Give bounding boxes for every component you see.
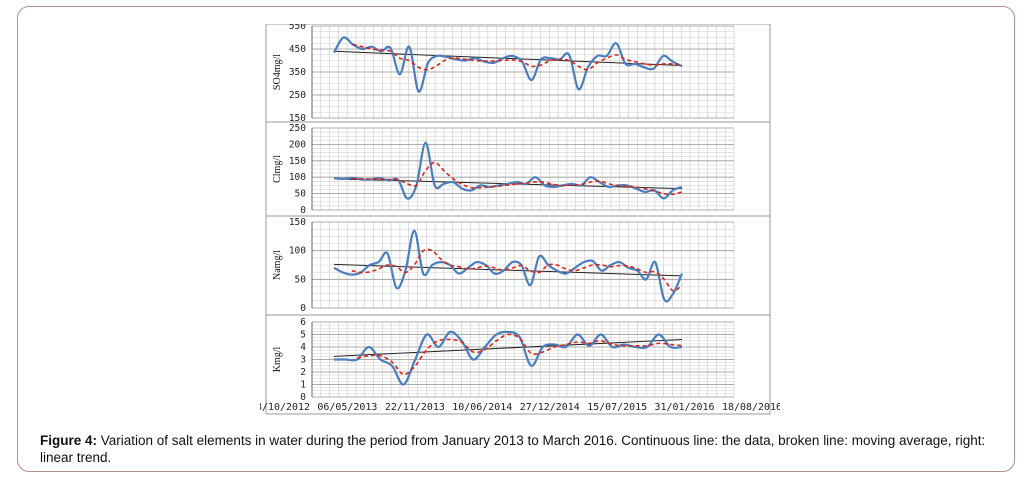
moving-average-line bbox=[351, 248, 683, 292]
x-tick-label: 10/06/2014 bbox=[452, 402, 512, 413]
x-tick-label: 18/10/2012 bbox=[260, 402, 310, 413]
x-tick-label: 22/11/2013 bbox=[385, 402, 445, 413]
salt-elements-figure: 150250350450550SO4mg/l050100150200250Clm… bbox=[260, 24, 780, 415]
x-tick-label: 06/05/2013 bbox=[317, 402, 377, 413]
y-tick-label: 50 bbox=[295, 189, 307, 200]
y-axis-label: Kmg/l bbox=[272, 347, 283, 373]
y-tick-label: 550 bbox=[289, 24, 306, 32]
y-tick-label: 2 bbox=[300, 367, 306, 378]
x-tick-label: 15/07/2015 bbox=[587, 402, 647, 413]
x-tick-label: 18/08/2016 bbox=[722, 402, 780, 413]
data-line bbox=[333, 141, 683, 200]
trend-line bbox=[333, 50, 683, 67]
panel-2: 0 50 100 150 200 250 Clmg/l bbox=[272, 123, 735, 216]
x-tick-label: 31/01/2016 bbox=[655, 402, 715, 413]
y-tick-label: 250 bbox=[289, 123, 306, 134]
y-tick-label: 450 bbox=[289, 44, 306, 55]
y-tick-label: 100 bbox=[289, 246, 306, 257]
y-tick-label: 200 bbox=[289, 139, 306, 150]
moving-average-line bbox=[352, 43, 683, 71]
data-line bbox=[333, 229, 684, 303]
y-tick-label: 150 bbox=[289, 156, 306, 167]
y-tick-label: 100 bbox=[289, 172, 306, 183]
y-tick-label: 1 bbox=[300, 380, 306, 391]
y-tick-label: 250 bbox=[289, 90, 306, 101]
y-axis-label: Clmg/l bbox=[272, 155, 283, 183]
caption-label: Figure 4: bbox=[40, 433, 98, 448]
moving-average-line bbox=[356, 333, 683, 376]
y-tick-label: 150 bbox=[289, 217, 306, 228]
panel-1: 150 250 350 450 550 SO4mg/l bbox=[272, 24, 735, 124]
y-tick-label: 150 bbox=[289, 113, 306, 124]
panel-4: 01 23 45 6 Kmg/l 18/10/2012 06/05/2013 22/11/20… bbox=[260, 317, 780, 413]
figure-border bbox=[265, 24, 771, 415]
y-tick-label: 5 bbox=[300, 330, 306, 341]
y-tick-label: 4 bbox=[300, 342, 306, 353]
data-line bbox=[333, 36, 683, 93]
data-line bbox=[334, 330, 683, 386]
y-tick-label: 50 bbox=[295, 274, 307, 285]
caption-text: Variation of salt elements in water duri… bbox=[40, 433, 986, 465]
y-tick-label: 0 bbox=[300, 205, 306, 216]
y-tick-label: 3 bbox=[300, 355, 306, 366]
y-tick-label: 6 bbox=[300, 317, 306, 328]
figure-frame bbox=[17, 6, 1015, 472]
y-tick-label: 350 bbox=[289, 67, 306, 78]
x-tick-label: 27/12/2014 bbox=[520, 402, 580, 413]
panel-3: 0 50 100 150 Namg/l bbox=[272, 217, 735, 314]
y-tick-label: 0 bbox=[300, 392, 306, 403]
y-tick-label: 0 bbox=[300, 303, 306, 314]
trend-line bbox=[333, 339, 683, 357]
y-axis-label: Namg/l bbox=[272, 250, 283, 280]
y-axis-label: SO4mg/l bbox=[272, 54, 283, 90]
figure-caption: Figure 4: Variation of salt elements in … bbox=[40, 432, 1010, 466]
